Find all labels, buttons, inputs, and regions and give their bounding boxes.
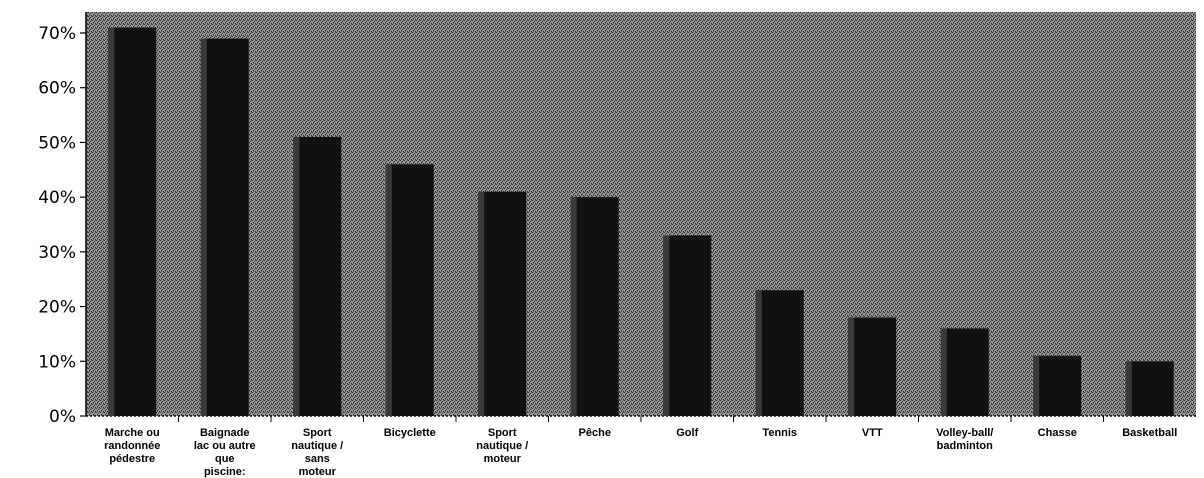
bar-highlight-2 — [293, 136, 300, 416]
bar-9 — [940, 328, 989, 416]
x-category-label: Bicyclette — [384, 427, 436, 439]
x-category-label: Tennis — [762, 427, 797, 439]
bar-2 — [293, 136, 342, 416]
y-tick-label: 60% — [38, 79, 76, 99]
bar-8 — [848, 317, 897, 416]
y-tick-label: 30% — [38, 243, 76, 263]
bar-highlight-4 — [478, 191, 485, 416]
bar-highlight-3 — [385, 164, 392, 416]
bar-highlight-5 — [570, 197, 577, 416]
x-category-label: Marche ou randonnée pédestre — [104, 427, 160, 465]
bar-4 — [478, 191, 527, 416]
bar-highlight-0 — [108, 27, 115, 417]
bar-0 — [108, 27, 157, 417]
bar-highlight-11 — [1125, 361, 1132, 416]
plot-area-background — [86, 12, 1196, 416]
bar-6 — [663, 235, 712, 416]
bar-7 — [755, 290, 804, 416]
bar-highlight-6 — [663, 235, 670, 416]
y-tick-label: 10% — [38, 352, 76, 372]
bar-3 — [385, 164, 434, 416]
x-category-label: Golf — [676, 427, 698, 439]
bar-highlight-9 — [940, 328, 947, 416]
x-category-label: VTT — [862, 427, 883, 439]
x-category-label: Basketball — [1122, 427, 1177, 439]
y-tick-label: 0% — [49, 407, 76, 427]
y-tick-label: 50% — [38, 133, 76, 153]
y-tick-label: 20% — [38, 298, 76, 318]
x-category-label: Pêche — [579, 427, 611, 439]
x-category-label: Volley-ball/badminton — [936, 427, 993, 452]
y-tick-label: 70% — [38, 24, 76, 44]
x-category-label: Sport nautique / sans moteur — [291, 427, 343, 478]
bar-1 — [200, 38, 249, 416]
bar-highlight-1 — [200, 38, 207, 416]
bar-10 — [1033, 355, 1082, 416]
x-category-label: Sport nautique / moteur — [476, 427, 528, 465]
bar-highlight-8 — [848, 317, 855, 416]
bar-5 — [570, 197, 619, 416]
y-tick-label: 40% — [38, 188, 76, 208]
x-category-label: Baignade lac ou autre que piscine: — [194, 427, 256, 478]
bar-highlight-7 — [755, 290, 762, 416]
bar-11 — [1125, 361, 1174, 416]
bar-highlight-10 — [1033, 355, 1040, 416]
x-category-label: Chasse — [1038, 427, 1077, 439]
